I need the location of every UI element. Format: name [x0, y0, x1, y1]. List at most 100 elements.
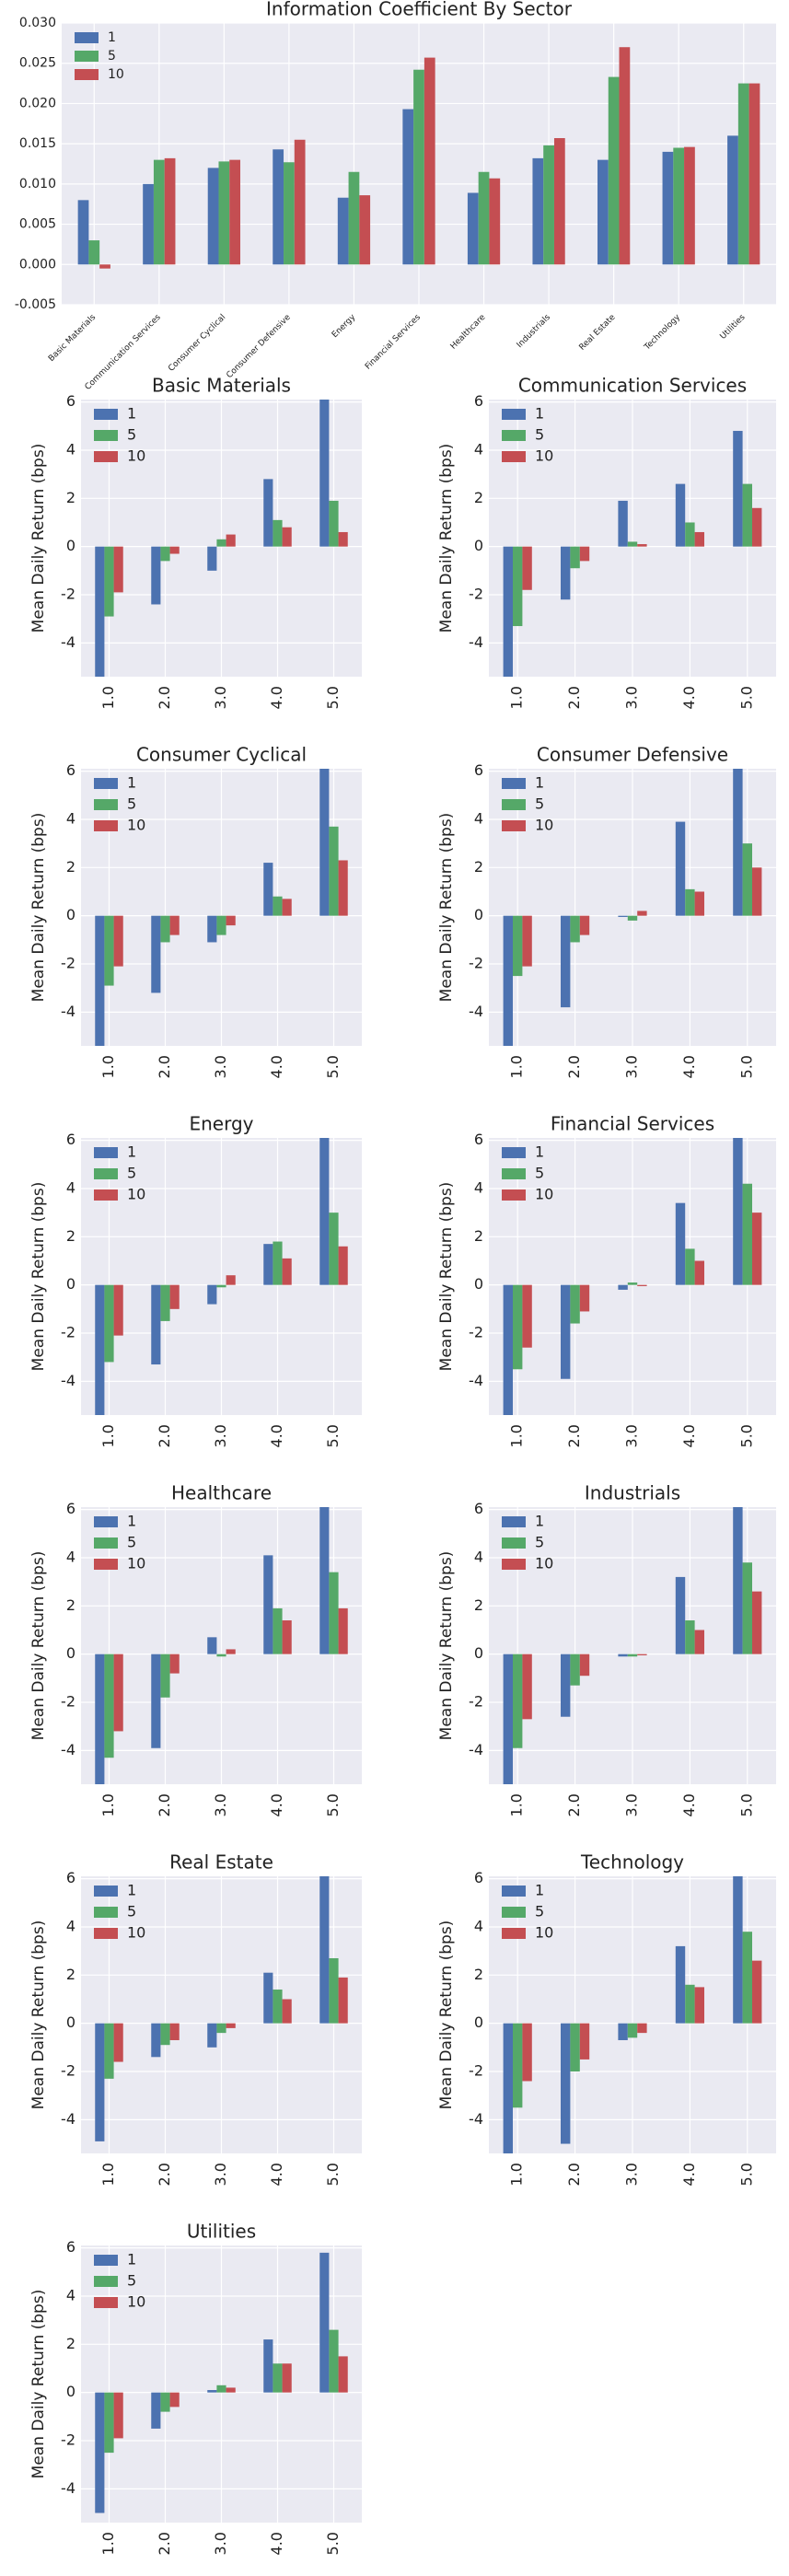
bar — [522, 1654, 532, 1720]
y-tick-label: 2 — [66, 1596, 75, 1614]
legend-label: 1 — [127, 1513, 136, 1530]
bars — [503, 769, 762, 1046]
bar — [329, 1213, 339, 1285]
y-tick-label: -4 — [61, 1372, 75, 1389]
legend-swatch — [94, 451, 118, 462]
y-axis-label: Mean Daily Return (bps) — [29, 1182, 48, 1372]
legend-swatch — [502, 409, 526, 420]
x-tick-label: 1.0 — [508, 1424, 526, 1447]
y-tick-label: 6 — [66, 392, 75, 410]
bar — [513, 546, 523, 627]
legend-swatch — [75, 32, 99, 43]
bar — [99, 264, 110, 269]
x-tick-label: 3.0 — [623, 1055, 641, 1078]
legend-swatch — [502, 1537, 526, 1549]
bar — [113, 546, 123, 593]
chart-title: Consumer Defensive — [537, 744, 728, 766]
bar — [263, 1555, 273, 1654]
bar — [627, 1282, 638, 1285]
bar — [618, 1284, 628, 1290]
legend-swatch — [75, 51, 99, 62]
bar — [273, 896, 283, 916]
bar — [160, 1654, 170, 1698]
legend-label: 10 — [535, 447, 553, 465]
legend-label: 1 — [535, 774, 544, 792]
y-tick-label: 2 — [474, 1966, 483, 1983]
legend-label: 5 — [535, 426, 544, 444]
bar — [737, 83, 749, 265]
legend-swatch — [502, 799, 526, 810]
bar — [570, 1284, 580, 1324]
x-tick-label: 1.0 — [99, 686, 117, 709]
bar — [742, 1932, 752, 2024]
x-tick-label: 4.0 — [680, 686, 698, 709]
y-tick-label: -2 — [61, 2431, 75, 2449]
bar — [675, 821, 686, 916]
legend-swatch — [502, 1168, 526, 1179]
bar — [207, 915, 217, 943]
chart-title: Consumer Cyclical — [136, 744, 307, 766]
bar — [319, 1876, 330, 2024]
bars — [95, 400, 348, 677]
bar — [282, 1620, 292, 1654]
bar — [619, 47, 631, 265]
x-tick-label: 1.0 — [99, 1424, 117, 1447]
bars — [503, 1507, 762, 1784]
y-tick-label: 0.015 — [19, 136, 56, 151]
bar — [95, 915, 105, 1046]
bar — [478, 171, 490, 265]
y-tick-label: 4 — [474, 1548, 483, 1565]
y-tick-label: -0.005 — [15, 297, 56, 312]
bar — [522, 546, 532, 590]
x-tick-label: Real Estate — [578, 312, 618, 352]
chart-panel: -4 -2 0 2 4 6 1.0 2.0 3.0 4.0 5.0 Communication Ser… — [437, 375, 776, 709]
bar — [503, 1284, 513, 1415]
x-tick-label: 3.0 — [623, 2163, 641, 2186]
x-tick-label: 3.0 — [623, 1793, 641, 1816]
bar — [338, 1977, 348, 2024]
chart-title: Healthcare — [171, 1482, 272, 1504]
bars — [503, 431, 762, 677]
legend-swatch — [94, 1537, 118, 1549]
bar — [207, 1284, 217, 1305]
legend-label: 5 — [535, 1903, 544, 1920]
bar — [216, 915, 226, 935]
y-tick-label: -4 — [469, 1003, 483, 1020]
x-tick-label: Industrials — [516, 313, 552, 350]
x-tick-label: 1.0 — [99, 2532, 117, 2555]
x-tick-label: 1.0 — [508, 2163, 526, 2186]
bar — [733, 431, 743, 547]
bar — [503, 1654, 513, 1784]
bar — [570, 1654, 580, 1686]
y-tick-label: 2 — [66, 858, 75, 876]
bar — [95, 2392, 105, 2513]
bar — [329, 826, 339, 916]
bar — [748, 83, 760, 265]
chart-panel: -4 -2 0 2 4 6 1.0 2.0 3.0 4.0 5.0 Utilities Mean Dai… — [29, 2221, 362, 2555]
bar — [216, 2385, 226, 2393]
bar — [282, 1258, 292, 1285]
y-tick-label: -2 — [469, 1324, 483, 1341]
legend-label: 5 — [127, 1165, 136, 1182]
bar — [685, 1248, 695, 1285]
bar — [329, 1957, 339, 2024]
legend-label: 1 — [127, 405, 136, 423]
bar — [553, 138, 565, 265]
y-tick-label: 6 — [474, 1500, 483, 1517]
bar — [160, 2023, 170, 2046]
x-tick-label: 2.0 — [156, 1055, 173, 1078]
y-tick-label: 2 — [474, 1227, 483, 1245]
bar — [338, 2356, 348, 2393]
y-tick-label: -4 — [61, 2110, 75, 2128]
legend-label: 1 — [535, 1882, 544, 1899]
legend-swatch — [94, 409, 118, 420]
bar — [694, 1630, 704, 1654]
x-tick-label: 5.0 — [324, 2163, 342, 2186]
x-tick-label: 4.0 — [680, 2163, 698, 2186]
y-tick-label: 6 — [474, 1131, 483, 1148]
x-tick-label: Basic Materials — [47, 313, 98, 364]
bar — [561, 546, 571, 600]
bar — [151, 1654, 161, 1748]
bar — [618, 2023, 628, 2040]
